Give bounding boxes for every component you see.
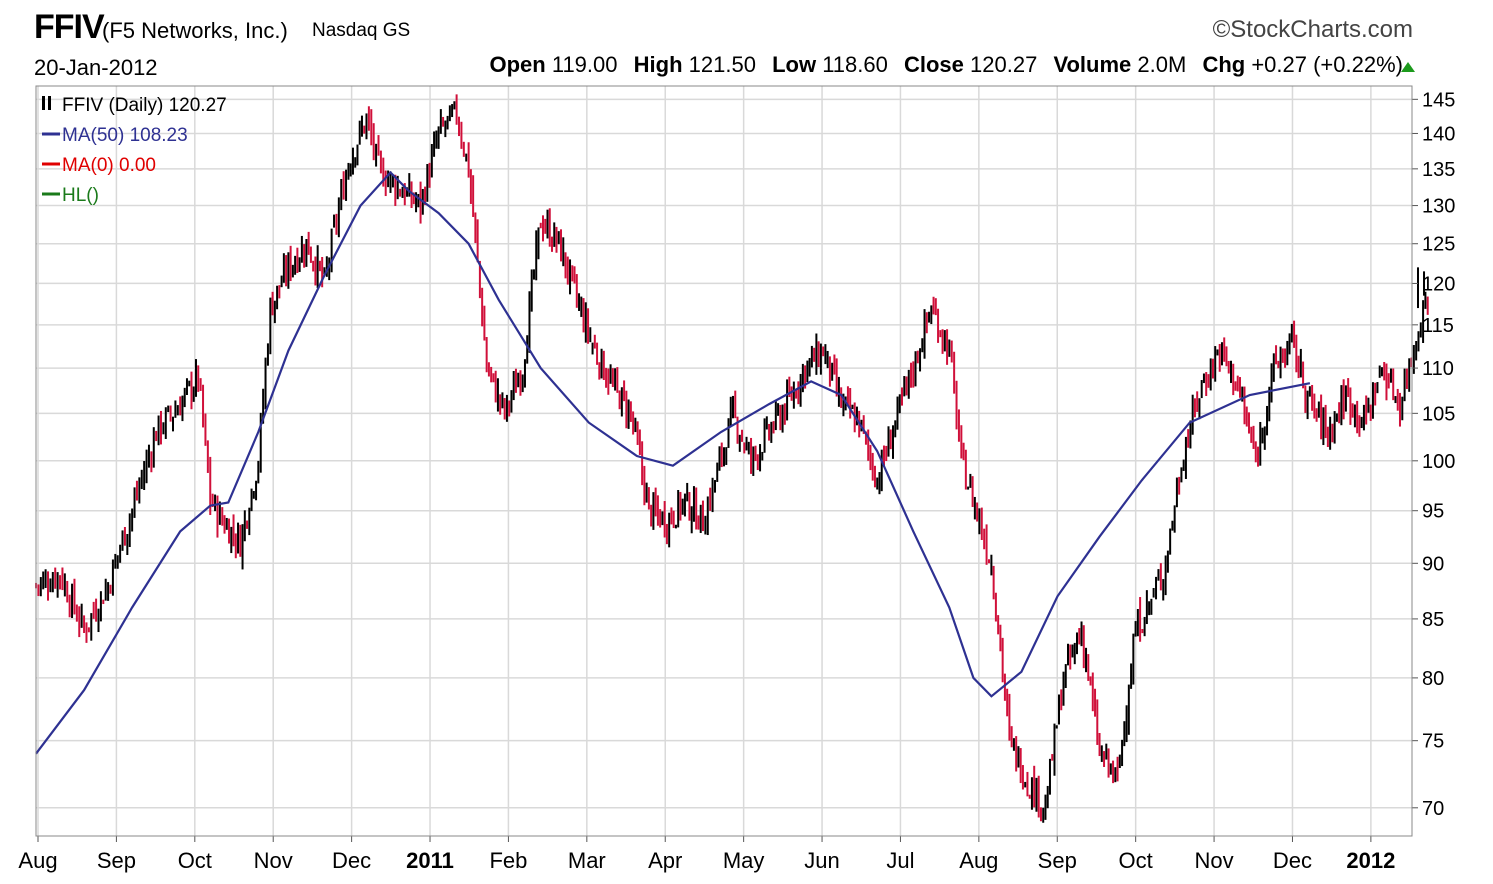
y-tick-label: 130 [1422, 196, 1455, 218]
close-label: Close [903, 52, 964, 77]
brand-watermark: ©StockCharts.com [1212, 16, 1413, 43]
y-tick-label: 110 [1422, 358, 1454, 380]
x-tick-label: Jul [886, 848, 914, 873]
up-arrow-icon [1401, 62, 1415, 72]
x-tick-label: May [723, 848, 765, 873]
low-value: 118.60 [822, 52, 888, 77]
y-tick-label: 145 [1422, 89, 1455, 111]
x-tick-label: Dec [1273, 848, 1312, 873]
x-tick-label: Dec [332, 848, 371, 873]
legend: FFIV (Daily) 120.27 MA(50) 108.23 MA(0) … [42, 95, 227, 206]
grid-lines [36, 86, 1412, 836]
open-value: 119.00 [551, 52, 618, 77]
ohlc-icon-2 [48, 96, 51, 110]
legend-price: FFIV (Daily) 120.27 [62, 95, 227, 116]
price-bars [35, 94, 1429, 823]
y-tick-label: 80 [1422, 668, 1444, 690]
chg-value: +0.27 (+0.22%) [1251, 52, 1403, 77]
y-tick-label: 85 [1422, 609, 1444, 631]
legend-hl: HL() [62, 185, 99, 206]
x-tick-label: Sep [97, 848, 136, 873]
ohlc-icon [42, 96, 45, 110]
y-axis: 70 75 80 85 90 95 100 105 110 115 120 125 130 135 140 1… [1412, 89, 1455, 820]
x-tick-label: Oct [178, 848, 212, 873]
y-tick-label: 140 [1422, 123, 1455, 145]
close-value: 120.27 [970, 52, 1038, 77]
y-tick-label: 120 [1422, 273, 1455, 295]
x-axis: Aug Sep Oct Nov Dec 2011 Feb Mar Apr May Jun Jul Aug… [18, 836, 1395, 873]
y-tick-label: 75 [1422, 731, 1444, 753]
company-name: (F5 Networks, Inc.) [102, 18, 288, 43]
y-tick-label: 125 [1422, 234, 1455, 256]
ma50-line [35, 170, 1311, 755]
x-tick-label: Aug [18, 848, 57, 873]
x-tick-label: Aug [959, 848, 998, 873]
chg-label: Chg [1202, 52, 1246, 77]
x-tick-label: Apr [648, 848, 682, 873]
volume-value: 2.0M [1137, 52, 1187, 77]
x-tick-label: Jun [804, 848, 839, 873]
y-tick-label: 90 [1422, 553, 1444, 575]
low-label: Low [772, 52, 817, 77]
y-tick-label: 135 [1422, 159, 1455, 181]
y-tick-label: 115 [1422, 315, 1454, 337]
quote-summary: Open 119.00 High 121.50 Low 118.60 Close… [489, 52, 1403, 78]
plot-border [35, 85, 1413, 837]
ticker-symbol: FFIV [34, 8, 105, 46]
y-tick-label: 100 [1422, 451, 1455, 473]
x-tick-label: 2012 [1346, 848, 1395, 873]
legend-ma50: MA(50) 108.23 [62, 125, 188, 146]
y-tick-label: 70 [1422, 798, 1444, 820]
x-tick-label: Sep [1038, 848, 1077, 873]
x-tick-label: Mar [568, 848, 606, 873]
volume-label: Volume [1053, 52, 1132, 77]
high-value: 121.50 [688, 52, 756, 77]
exchange-name: Nasdaq GS [312, 20, 411, 41]
quote-date: 20-Jan-2012 [34, 55, 158, 80]
x-tick-label: 2011 [406, 848, 454, 873]
y-tick-label: 105 [1422, 403, 1455, 425]
legend-ma0: MA(0) 0.00 [62, 155, 156, 176]
y-tick-label: 95 [1422, 501, 1444, 523]
x-tick-label: Nov [254, 848, 293, 873]
high-label: High [633, 52, 683, 77]
open-label: Open [489, 52, 546, 77]
x-tick-label: Oct [1119, 848, 1153, 873]
x-tick-label: Nov [1195, 848, 1234, 873]
x-tick-label: Feb [489, 848, 527, 873]
